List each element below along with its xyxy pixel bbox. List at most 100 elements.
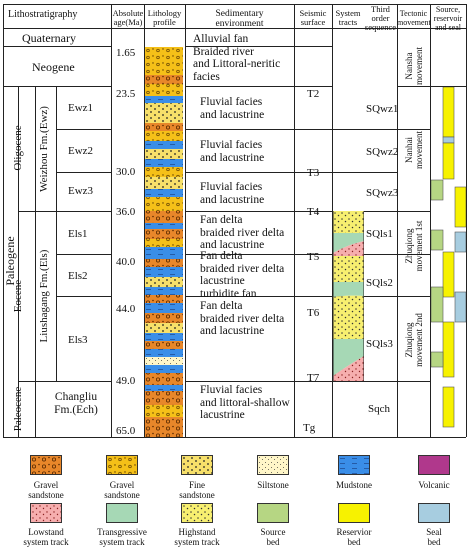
source-reservoir-seal-column bbox=[431, 87, 466, 428]
highstand-tract bbox=[333, 256, 364, 282]
legend-swatch-lowstand bbox=[30, 503, 62, 523]
seismic-surface-label: T5 bbox=[307, 251, 320, 263]
age-label: 40.0 bbox=[116, 256, 136, 268]
layer-fine-sand bbox=[145, 149, 183, 159]
reservoir-bed bbox=[442, 87, 455, 138]
sequence-label: SQls2 bbox=[366, 277, 393, 289]
layer-mud bbox=[145, 223, 183, 229]
source-bed bbox=[431, 286, 444, 323]
sequence-label: SQwz1 bbox=[366, 103, 399, 115]
highstand-tract bbox=[333, 311, 364, 339]
legend-label: Gravel sandstone bbox=[28, 480, 64, 500]
header-lithology-profile: Lithology profile bbox=[147, 8, 182, 27]
highstand-tract bbox=[333, 211, 364, 233]
header-system-tracts: System tracts bbox=[335, 8, 361, 27]
seismic-surface-label: T7 bbox=[307, 372, 320, 384]
legend-label: Transgressive system track bbox=[97, 527, 147, 547]
layer-gravel bbox=[145, 417, 183, 437]
tectonic-movement-label: Zhuqiong movement 2nd bbox=[404, 313, 424, 367]
layer-mud bbox=[145, 333, 183, 341]
layer-mud bbox=[145, 247, 183, 259]
strat-changliu: Changliu Fm.(Ech) bbox=[54, 391, 98, 416]
environment-text: Fluvial facies and littoral-shallow lacu… bbox=[200, 384, 290, 421]
environment-text: Fluvial facies and lacustrine bbox=[200, 181, 265, 206]
legend-label: Seal bed bbox=[426, 527, 442, 547]
seismic-surface-label: Tg bbox=[303, 422, 316, 434]
layer-gravel bbox=[145, 229, 183, 239]
age-label: 23.5 bbox=[116, 88, 136, 100]
layer-gravel bbox=[145, 391, 183, 405]
legend-swatch-highstand bbox=[181, 503, 213, 523]
layer-gravel-yellow bbox=[145, 239, 183, 247]
layer-mud bbox=[145, 303, 183, 313]
legend-label: Reservior bed bbox=[336, 527, 372, 547]
seismic-surface-label: T4 bbox=[307, 206, 320, 218]
tectonic-movement-label: Zhuqiong movement 1st bbox=[404, 220, 424, 272]
sequence-label: SQwz3 bbox=[366, 187, 399, 199]
layer-gravel bbox=[145, 123, 183, 131]
environment-text: Fluvial facies and lacustrine bbox=[200, 139, 265, 164]
environment-text: Fan delta braided river delta and lacust… bbox=[200, 300, 285, 337]
source-bed bbox=[431, 229, 444, 251]
source-bed bbox=[431, 351, 444, 368]
layer-mud bbox=[145, 287, 183, 295]
strat-ewz3: Ewz3 bbox=[68, 185, 94, 197]
sequence-label: SQwz2 bbox=[366, 146, 399, 158]
legend-swatch-seal-bed bbox=[418, 503, 450, 523]
header-tectonic-movement: Tectonic movement bbox=[397, 9, 431, 27]
legend-label: Source bed bbox=[260, 527, 286, 547]
age-label: 65.0 bbox=[116, 425, 136, 437]
transgressive-tract bbox=[333, 233, 364, 253]
layer-mud bbox=[145, 385, 183, 391]
layer-fine-sand bbox=[145, 103, 183, 123]
reservoir-bed bbox=[442, 251, 455, 298]
layer-mud bbox=[145, 267, 183, 277]
legend-swatch-reservoir-bed bbox=[338, 503, 370, 523]
layer-gravel-yellow bbox=[145, 405, 183, 417]
seismic-surface-label: T3 bbox=[307, 167, 320, 179]
layer-gravel-yellow bbox=[145, 131, 183, 141]
seal-bed bbox=[442, 136, 455, 144]
strat-els3: Els3 bbox=[68, 334, 88, 346]
legend-label: Gravel sandstone bbox=[104, 480, 140, 500]
layer-silt bbox=[145, 357, 183, 365]
reservoir-bed bbox=[442, 321, 455, 378]
age-label: 36.0 bbox=[116, 206, 136, 218]
sequence-label: SQls1 bbox=[366, 228, 393, 240]
sequence-label: Sqch bbox=[368, 403, 390, 415]
layer-gravel-yellow bbox=[145, 47, 183, 75]
strat-neogene: Neogene bbox=[32, 60, 75, 74]
tectonic-movement-label: Nansha movement bbox=[404, 47, 424, 85]
environment-text: Alluvial fan Braided river and Littoral-… bbox=[193, 33, 281, 83]
tectonic-movement-label: Nanhai movement bbox=[404, 131, 424, 169]
strat-ewz2: Ewz2 bbox=[68, 145, 94, 157]
age-label: 44.0 bbox=[116, 303, 136, 315]
strat-eocene: Eocene bbox=[12, 279, 24, 313]
layer-mud bbox=[145, 349, 183, 357]
layer-fine-sand bbox=[145, 277, 183, 287]
layer-gravel bbox=[145, 341, 183, 349]
header-seismic-surface: Seismic surface bbox=[299, 8, 327, 27]
header-third-order-sequence: Third order sequence bbox=[364, 4, 397, 32]
highstand-tract bbox=[333, 295, 364, 311]
layer-mud bbox=[145, 189, 183, 197]
legend-swatch-transgressive bbox=[106, 503, 138, 523]
reservoir-bed bbox=[442, 142, 455, 180]
lowstand-tract bbox=[333, 356, 364, 381]
layer-gravel bbox=[145, 259, 183, 267]
seismic-surface-label: T6 bbox=[307, 307, 320, 319]
layer-gravel-yellow bbox=[145, 167, 183, 177]
legend-label: Fine sandstone bbox=[179, 480, 215, 500]
layer-gravel-yellow bbox=[145, 84, 183, 96]
legend-label: Mudstone bbox=[336, 480, 372, 490]
legend-label: Volcanic bbox=[418, 480, 450, 490]
legend-swatch-mudstone bbox=[338, 455, 370, 475]
age-label: 1.65 bbox=[116, 47, 136, 59]
layer-gravel bbox=[145, 313, 183, 323]
system-tracts-column bbox=[333, 211, 364, 381]
legend-swatch-gravel-sandstone bbox=[30, 455, 62, 475]
layer-mud bbox=[145, 141, 183, 149]
strat-oligocene: Oligocene bbox=[12, 125, 24, 171]
layer-mud bbox=[145, 96, 183, 103]
transgressive-tract bbox=[333, 282, 364, 297]
